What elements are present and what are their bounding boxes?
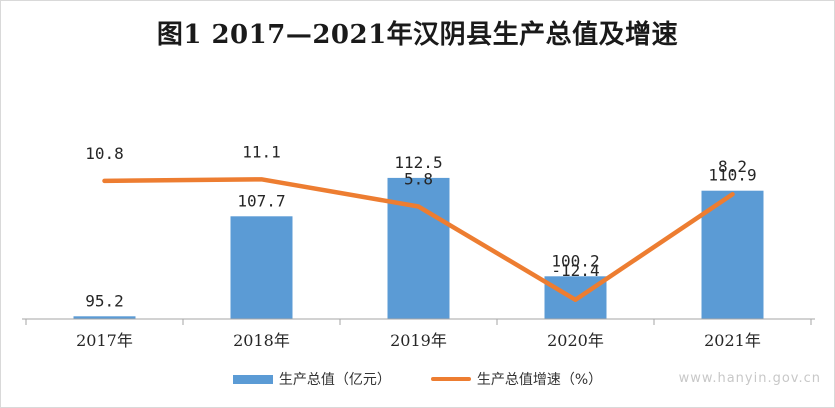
line-value-label: 10.8 [85,144,124,163]
bar-4 [701,190,764,319]
x-tick-label: 2017年 [76,331,133,350]
x-tick-label: 2018年 [233,331,290,350]
line-value-label: -12.4 [551,261,599,280]
bar-2 [387,177,450,319]
legend-label-gdp: 生产总值（亿元） [278,372,391,388]
line-value-label: 8.2 [718,157,747,176]
bar-value-label: 95.2 [85,291,124,310]
legend-item-gdp: 生产总值（亿元） [232,369,391,389]
line-value-label: 5.8 [404,170,433,189]
bar-value-label: 110.9 [708,166,756,185]
watermark: www.hanyin.gov.cn [678,371,821,386]
x-tick-label: 2021年 [704,331,761,350]
legend-label-growth: 生产总值增速（%） [476,372,603,388]
line-value-label: 11.1 [242,142,281,161]
legend-swatch-bar [232,374,273,384]
bar-value-label: 100.2 [551,251,599,270]
growth-line [102,177,735,303]
bar-0 [73,316,136,319]
x-tick-label: 2020年 [547,331,604,350]
bar-value-label: 112.5 [394,153,442,172]
x-tick-label: 2019年 [390,331,447,350]
chart-title: 图1 2017—2021年汉阴县生产总值及增速 [156,20,679,50]
bar-value-label: 107.7 [237,191,285,210]
bar-1 [230,216,293,319]
legend-item-growth: 生产总值增速（%） [430,369,603,389]
legend-swatch-line [430,377,471,381]
chart-legend: 生产总值（亿元） 生产总值增速（%） [0,369,835,389]
